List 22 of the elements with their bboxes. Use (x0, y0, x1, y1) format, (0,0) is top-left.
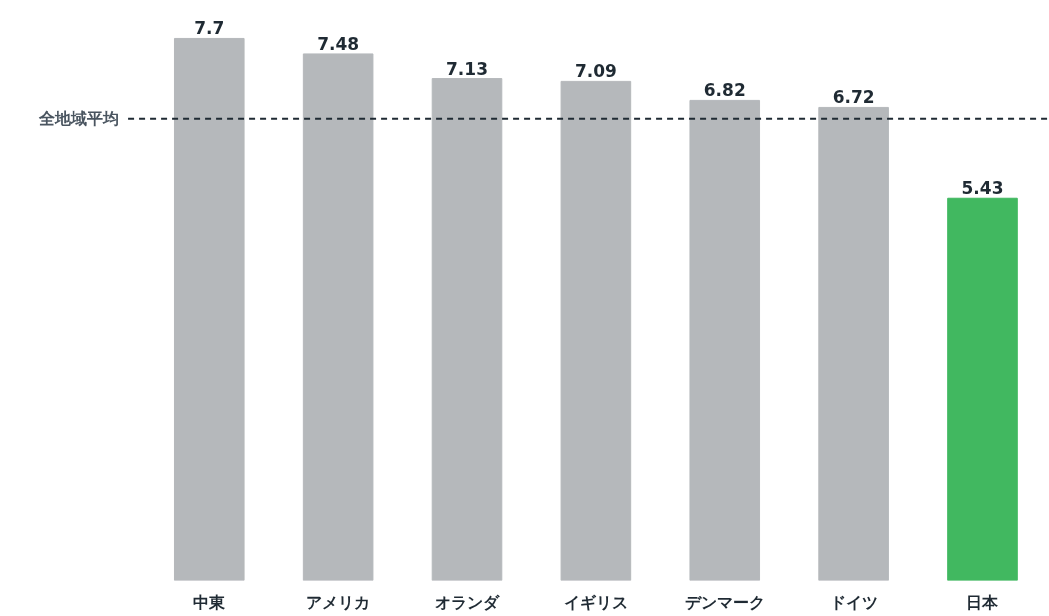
bar (818, 106, 889, 581)
x-tick-label: オランダ (435, 592, 501, 612)
x-tick-label: デンマーク (684, 592, 765, 612)
data-label: 6.72 (832, 87, 875, 108)
x-tick-label: ドイツ (829, 592, 878, 612)
x-tick-label: アメリカ (306, 592, 371, 612)
bar (689, 99, 761, 581)
ref-line-label: 全地域平均 (38, 109, 120, 129)
bar (431, 78, 503, 581)
x-tick-label: 日本 (966, 592, 1000, 612)
bar (560, 80, 632, 581)
data-label: 7.13 (446, 58, 488, 79)
bar (302, 53, 374, 581)
data-label: 7.48 (317, 33, 360, 54)
bar (947, 197, 1018, 581)
x-tick-label: イギリス (563, 592, 628, 612)
bar (173, 37, 245, 581)
data-label: 6.82 (703, 80, 746, 101)
data-label: 7.7 (194, 18, 225, 39)
data-label: 7.09 (574, 61, 617, 82)
data-label: 5.43 (961, 178, 1004, 199)
x-tick-label: 中東 (193, 592, 227, 612)
